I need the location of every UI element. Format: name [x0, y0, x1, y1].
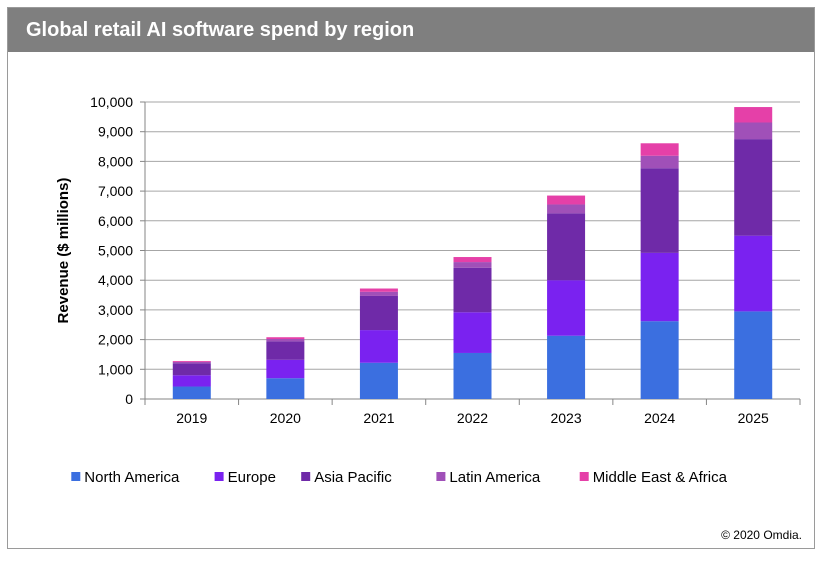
legend-item: Latin America	[436, 469, 541, 486]
y-tick-label: 2,000	[98, 332, 133, 348]
bar-segment-europe-2024	[640, 252, 679, 322]
bar-segment-asia-pacific-2025	[734, 139, 773, 236]
bar-segment-asia-pacific-2021	[359, 295, 398, 331]
bar-segment-latin-america-2020	[266, 339, 305, 342]
bar-segment-middle-east-africa-2019	[172, 360, 211, 362]
y-tick-label: 10,000	[90, 94, 133, 110]
x-tick-label: 2024	[644, 410, 675, 426]
bar-segment-europe-2021	[359, 330, 398, 363]
y-tick-label: 4,000	[98, 272, 133, 288]
x-tick-label: 2019	[176, 410, 207, 426]
bar-segment-latin-america-2019	[172, 361, 211, 364]
legend-label: North America	[84, 469, 180, 486]
bar-segment-europe-2023	[547, 280, 586, 336]
y-tick-label: 3,000	[98, 302, 133, 318]
legend-label: Latin America	[449, 469, 541, 486]
y-tick-label: 5,000	[98, 243, 133, 259]
y-tick-label: 0	[125, 391, 133, 407]
x-tick-label: 2022	[457, 410, 488, 426]
x-tick-label: 2025	[738, 410, 769, 426]
x-tick-label: 2021	[363, 410, 394, 426]
bar-segment-europe-2020	[266, 359, 305, 379]
bar-segment-middle-east-africa-2021	[359, 288, 398, 292]
bar-segment-asia-pacific-2020	[266, 341, 305, 360]
bar-segment-asia-pacific-2022	[453, 267, 492, 313]
legend-swatch	[579, 472, 589, 481]
bar-segment-asia-pacific-2024	[640, 168, 679, 253]
bar-segment-north-america-2020	[266, 378, 305, 399]
bar-segment-europe-2025	[734, 235, 773, 312]
y-tick-label: 8,000	[98, 153, 133, 169]
bar-segment-middle-east-africa-2020	[266, 337, 305, 340]
legend-item: North America	[71, 469, 180, 486]
legend-label: Europe	[228, 469, 276, 486]
bar-segment-north-america-2019	[172, 386, 211, 399]
bar-segment-asia-pacific-2019	[172, 363, 211, 376]
bar-segment-middle-east-africa-2023	[547, 195, 586, 205]
bar-segment-north-america-2021	[359, 362, 398, 399]
legend-swatch	[301, 472, 311, 481]
bar-segment-europe-2022	[453, 312, 492, 353]
bar-segment-middle-east-africa-2024	[640, 143, 679, 156]
y-tick-label: 9,000	[98, 124, 133, 140]
chart-title: Global retail AI software spend by regio…	[26, 19, 415, 41]
legend-label: Asia Pacific	[314, 469, 392, 486]
bar-segment-latin-america-2022	[453, 262, 492, 268]
bar-segment-latin-america-2023	[547, 204, 586, 214]
bar-segment-middle-east-africa-2022	[453, 257, 492, 263]
y-tick-label: 7,000	[98, 183, 133, 199]
chart-frame: Global retail AI software spend by regio…	[7, 7, 815, 549]
y-axis-title: Revenue ($ millions)	[55, 178, 72, 324]
legend-swatch	[214, 472, 224, 481]
bar-segment-asia-pacific-2023	[547, 213, 586, 281]
bar-segment-middle-east-africa-2025	[734, 107, 773, 123]
title-bar: Global retail AI software spend by regio…	[8, 8, 814, 52]
y-tick-label: 1,000	[98, 361, 133, 377]
bar-segment-europe-2019	[172, 375, 211, 387]
bar-segment-north-america-2022	[453, 352, 492, 399]
bar-segment-north-america-2023	[547, 335, 586, 399]
bar-segment-latin-america-2024	[640, 155, 679, 169]
y-tick-label: 6,000	[98, 213, 133, 229]
bar-segment-north-america-2025	[734, 311, 773, 399]
bar-segment-latin-america-2021	[359, 291, 398, 296]
legend-item: Asia Pacific	[301, 469, 392, 486]
x-tick-label: 2023	[550, 410, 581, 426]
bar-segment-north-america-2024	[640, 321, 679, 399]
legend-swatch	[71, 472, 81, 481]
legend-label: Middle East & Africa	[593, 469, 728, 486]
legend-item: Middle East & Africa	[579, 469, 728, 486]
legend-item: Europe	[214, 469, 276, 486]
legend-swatch	[436, 472, 446, 481]
bar-segment-latin-america-2025	[734, 122, 773, 140]
x-tick-label: 2020	[270, 410, 301, 426]
copyright-credit: © 2020 Omdia.	[721, 528, 802, 542]
